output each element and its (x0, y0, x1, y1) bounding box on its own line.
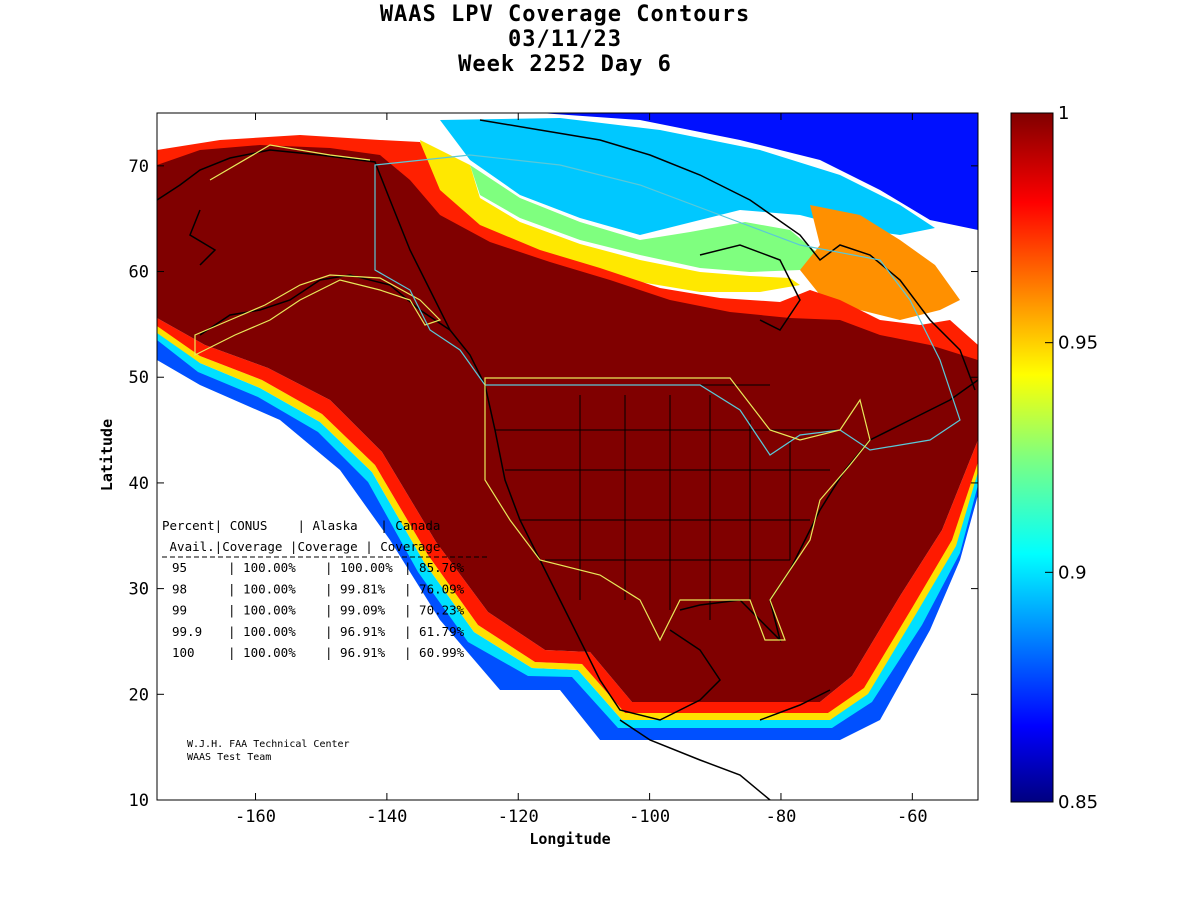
coastline-central-america (619, 689, 831, 800)
cell-percent: 100 (172, 645, 195, 660)
cell-percent: 98 (172, 581, 187, 596)
chart-title: WAAS LPV Coverage Contours (379, 2, 751, 27)
colorbar (1010, 112, 1054, 803)
alaska-boundary (194, 144, 442, 356)
cell-percent: 99 (172, 603, 187, 618)
cell-alaska: | 96.91% (325, 624, 386, 639)
contour-north-yellow (420, 140, 800, 292)
x-axis: -160 -140 -120 -100 -80 -60 (235, 113, 928, 827)
x-tick-label: -120 (498, 807, 539, 827)
y-tick-label: 10 (129, 791, 149, 811)
plot-frame (156, 112, 979, 801)
y-axis-label: Latitude (98, 419, 116, 491)
y-tick-label: 50 (129, 368, 149, 388)
cell-conus: | 100.00% (228, 581, 296, 596)
x-tick-label: -160 (235, 807, 276, 827)
cell-conus: | 100.00% (228, 624, 296, 639)
coastline-alaska (157, 149, 452, 336)
colorbar-tick-label: 0.85 (1058, 792, 1098, 813)
colorbar-tick-label: 1 (1058, 103, 1069, 124)
credit-line-1: W.J.H. FAA Technical Center (187, 739, 350, 750)
y-axis: 70 60 50 40 30 20 10 (129, 157, 978, 811)
coastline-east-us (679, 379, 978, 643)
x-tick-label: -140 (366, 807, 407, 827)
cell-conus: | 100.00% (228, 603, 296, 618)
y-tick-label: 40 (129, 474, 149, 494)
cell-percent: 99.9 (172, 624, 202, 639)
cell-canada: | 61.79% (404, 624, 465, 639)
colorbar-tick-label: 0.95 (1058, 333, 1098, 354)
coastline-canada-north (479, 119, 976, 391)
table-header-1: Percent| CONUS | Alaska | Canada (162, 518, 440, 533)
conus-boundary (484, 377, 871, 642)
cell-canada: | 85.76% (404, 560, 465, 575)
cell-alaska: | 100.00% (325, 560, 393, 575)
coverage-table: Percent| CONUS | Alaska | Canada Avail.|… (162, 518, 490, 660)
table-rows: 95 | 100.00% | 100.00% | 85.76% 98 | 100.00% |… (172, 560, 465, 660)
full-coverage-region (157, 145, 978, 702)
chart-week: Week 2252 Day 6 (458, 52, 672, 77)
canada-boundary (374, 154, 961, 456)
coastline-west-us (449, 329, 721, 721)
contour-band-red (157, 318, 978, 713)
contour-north-blue (380, 113, 978, 230)
x-tick-label: -100 (629, 807, 670, 827)
cell-alaska: | 96.91% (325, 645, 386, 660)
y-tick-label: 20 (129, 685, 149, 705)
colorbar-ticks: 1 0.95 0.9 0.85 (1045, 103, 1098, 813)
cell-conus: | 100.00% (228, 560, 296, 575)
table-header-2: Avail.|Coverage |Coverage | Coverage (162, 539, 440, 554)
contour-north-red (157, 135, 978, 360)
cell-conus: | 100.00% (228, 645, 296, 660)
colorbar-tick-label: 0.9 (1058, 562, 1087, 583)
region-boundaries (194, 144, 961, 642)
cell-canada: | 76.09% (404, 581, 465, 596)
cell-canada: | 60.99% (404, 645, 465, 660)
cell-alaska: | 99.81% (325, 581, 386, 596)
x-axis-label: Longitude (529, 830, 610, 848)
cell-percent: 95 (172, 560, 187, 575)
chart-date: 03/11/23 (508, 27, 622, 52)
x-tick-label: -80 (766, 807, 797, 827)
cell-alaska: | 99.09% (325, 603, 386, 618)
map-outlines (157, 119, 978, 800)
cell-canada: | 70.23% (404, 603, 465, 618)
x-tick-label: -60 (897, 807, 928, 827)
y-tick-label: 30 (129, 580, 149, 600)
credit-line-2: WAAS Test Team (187, 752, 271, 763)
contour-north-green (470, 165, 820, 272)
y-tick-label: 60 (129, 263, 149, 283)
y-tick-label: 70 (129, 157, 149, 177)
